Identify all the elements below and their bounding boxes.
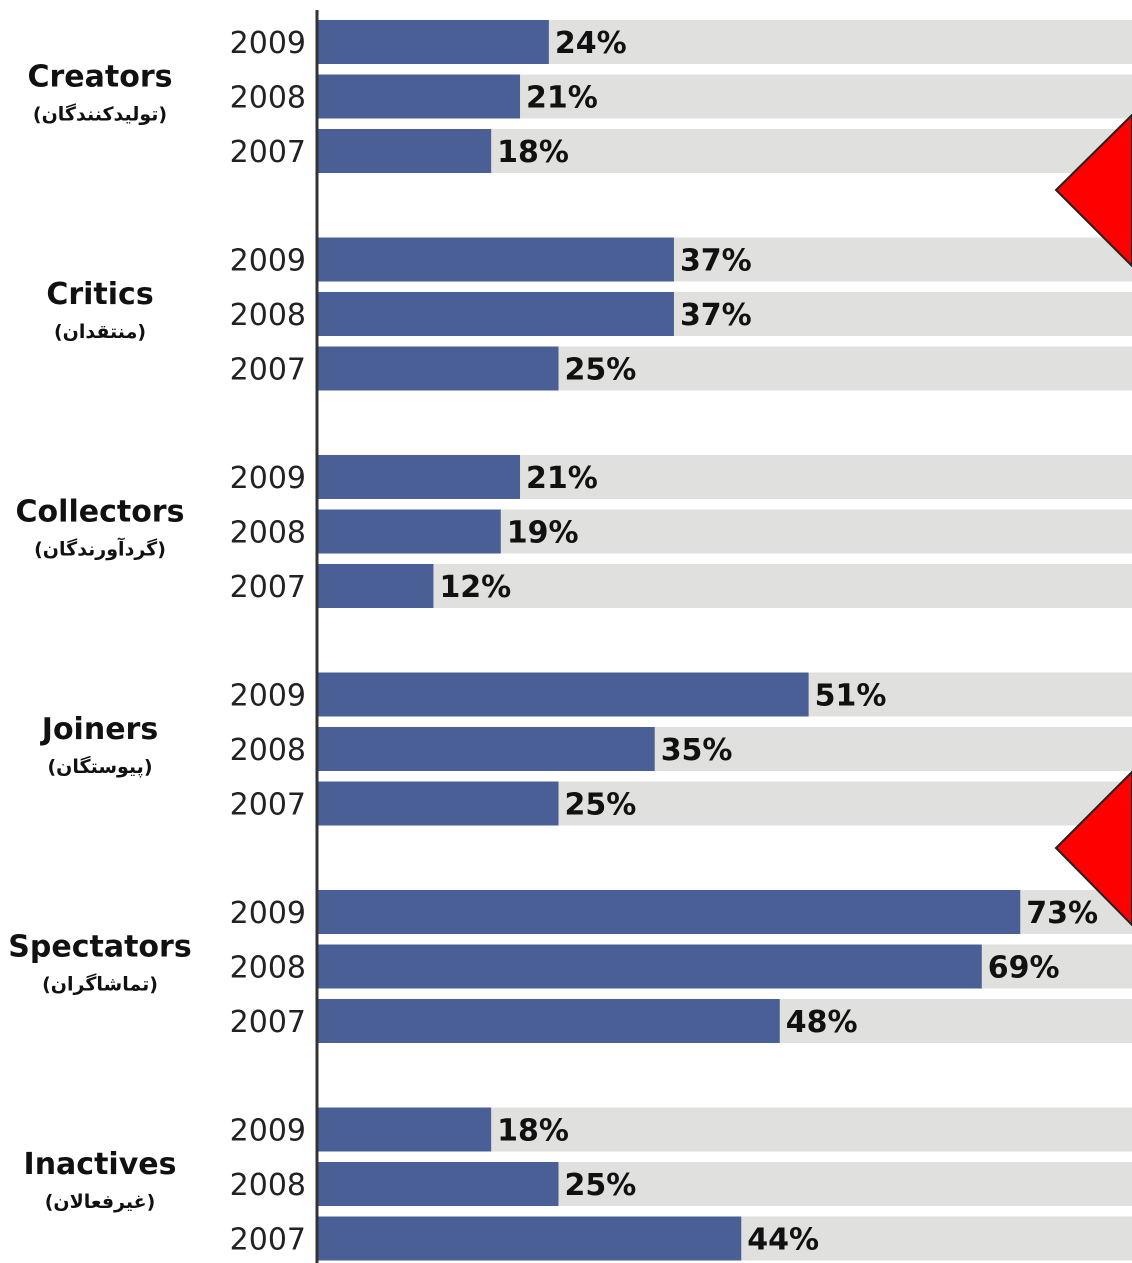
category-label-fa-collectors: (گردآورندگان)	[34, 537, 166, 561]
year-label: 2007	[230, 1223, 306, 1258]
category-label-creators: Creators	[27, 60, 172, 95]
bar-track-collectors-2007	[318, 564, 1132, 608]
bar-critics-2009	[318, 237, 674, 282]
value-label: 37%	[680, 298, 752, 333]
value-label: 73%	[1026, 896, 1098, 931]
bar-joiners-2008	[318, 727, 655, 771]
category-label-fa-spectators: (تماشاگران)	[42, 973, 158, 996]
year-label: 2009	[230, 26, 306, 61]
value-label: 24%	[555, 26, 627, 61]
value-label: 35%	[661, 733, 733, 768]
value-label: 37%	[680, 244, 752, 279]
red-triangle-marker-icon	[1054, 113, 1132, 268]
bar-creators-2008	[318, 74, 521, 119]
year-label: 2008	[230, 951, 306, 986]
year-label: 2009	[230, 461, 306, 496]
value-label: 12%	[439, 570, 511, 605]
category-label-collectors: Collectors	[16, 495, 185, 530]
year-label: 2007	[230, 788, 306, 823]
value-label: 25%	[565, 788, 637, 823]
value-label: 69%	[988, 951, 1060, 986]
year-label: 2007	[230, 1005, 306, 1040]
category-label-joiners: Joiners	[40, 712, 158, 747]
value-label: 25%	[565, 1168, 637, 1203]
year-label: 2008	[230, 298, 306, 333]
category-label-fa-critics: (منتقدان)	[54, 321, 146, 343]
value-label: 44%	[747, 1223, 819, 1258]
category-label-fa-joiners: (پیوستگان)	[47, 755, 152, 778]
category-label-spectators: Spectators	[8, 930, 191, 965]
year-label: 2007	[230, 135, 306, 170]
bar-spectators-2007	[318, 999, 780, 1043]
value-label: 18%	[497, 135, 569, 170]
bar-collectors-2008	[318, 509, 501, 554]
bar-joiners-2009	[318, 672, 809, 717]
bar-inactives-2009	[318, 1107, 492, 1152]
year-label: 2009	[230, 244, 306, 279]
bar-spectators-2008	[318, 944, 982, 989]
year-label: 2009	[230, 1114, 306, 1149]
value-label: 51%	[815, 679, 887, 714]
year-label: 2008	[230, 1168, 306, 1203]
value-label: 19%	[507, 516, 579, 551]
category-label-critics: Critics	[46, 277, 153, 312]
value-label: 21%	[526, 81, 598, 116]
bar-inactives-2007	[318, 1216, 742, 1261]
bar-creators-2007	[318, 129, 492, 173]
value-label: 25%	[565, 353, 637, 388]
bar-spectators-2009	[318, 890, 1021, 934]
bar-collectors-2009	[318, 455, 521, 499]
bar-critics-2007	[318, 346, 559, 391]
value-label: 18%	[497, 1114, 569, 1149]
year-label: 2007	[230, 353, 306, 388]
bar-inactives-2008	[318, 1162, 559, 1206]
year-label: 2008	[230, 81, 306, 116]
year-label: 2008	[230, 516, 306, 551]
year-label: 2009	[230, 896, 306, 931]
category-label-fa-inactives: (غیرفعالان)	[45, 1191, 156, 1213]
bar-critics-2008	[318, 292, 674, 336]
bar-creators-2009	[318, 20, 549, 64]
value-label: 48%	[786, 1005, 858, 1040]
bar-joiners-2007	[318, 781, 559, 826]
year-label: 2008	[230, 733, 306, 768]
bar-collectors-2007	[318, 564, 434, 608]
red-triangle-marker-icon	[1054, 770, 1132, 927]
year-label: 2007	[230, 570, 306, 605]
category-label-inactives: Inactives	[24, 1147, 177, 1182]
value-label: 21%	[526, 461, 598, 496]
category-label-fa-creators: (تولیدکنندگان)	[33, 103, 167, 126]
year-label: 2009	[230, 679, 306, 714]
